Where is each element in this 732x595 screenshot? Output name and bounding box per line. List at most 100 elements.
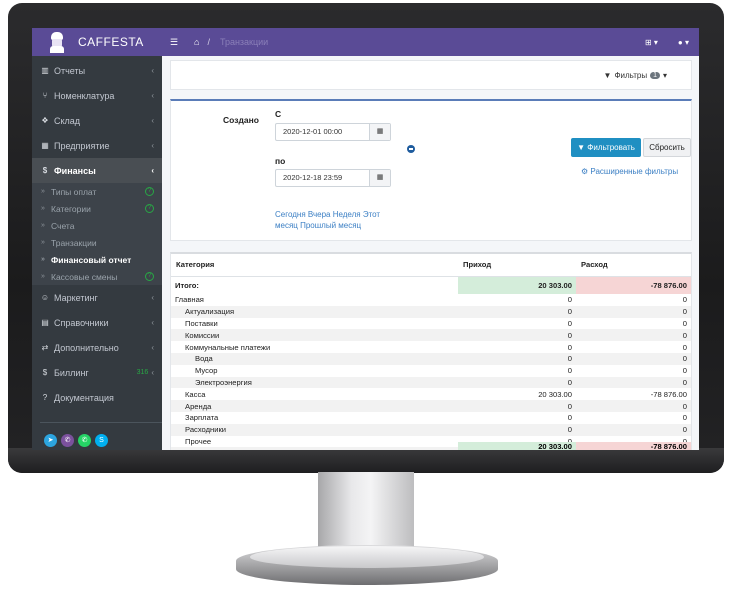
report-table-card: Категория Приход Расход Итого: 20 303.00… xyxy=(170,252,692,450)
whatsapp-icon[interactable]: ✆ xyxy=(78,434,91,447)
quick-date-links[interactable]: Сегодня Вчера Неделя Этот месяц Прошлый … xyxy=(275,210,381,230)
brand-name: CAFFESTA xyxy=(78,35,144,49)
filters-toggle[interactable]: ▼ Фильтры 1 ▾ xyxy=(604,71,667,80)
financial-report-table: Категория Приход Расход Итого: 20 303.00… xyxy=(171,254,691,450)
app-screen: CAFFESTA ▥ Отчеты ‹ ⑂ Номенклатура ‹ ❖ Склад ‹… xyxy=(32,28,699,450)
date-from-input[interactable]: 2020-12-01 00:00 ▦ xyxy=(275,123,391,141)
sidebar-item-finance[interactable]: $ Финансы ‹ xyxy=(32,158,162,183)
expense-cell: 0 xyxy=(682,413,687,423)
menu-icon[interactable]: ☰ xyxy=(170,36,179,47)
filter-bar: ▼ Фильтры 1 ▾ xyxy=(170,60,692,90)
sidebar-item-billing[interactable]: $ Биллинг 316 ‹ xyxy=(32,360,162,385)
building-icon: ▦ xyxy=(41,141,49,150)
sidebar-divider xyxy=(40,422,162,423)
submenu-item-label: Категории xyxy=(51,203,91,214)
filter-icon: ▼ xyxy=(603,71,612,80)
skype-icon[interactable]: S xyxy=(95,434,108,447)
breadcrumb-separator: / xyxy=(207,37,210,47)
column-header-expense: Расход xyxy=(576,254,691,277)
expense-cell: 0 xyxy=(682,342,687,352)
bullet-icon: » xyxy=(41,239,45,246)
submenu-item-categories[interactable]: » Категории? xyxy=(32,200,162,217)
chevron-left-icon: ‹ xyxy=(151,318,154,327)
category-cell: Аренда xyxy=(171,400,458,412)
expense-cell: 0 xyxy=(682,295,687,305)
calendar-icon[interactable]: ▦ xyxy=(369,170,390,186)
footer-expense: -78 876.00 xyxy=(576,442,691,450)
submenu-item-payment-types[interactable]: » Типы оплат? xyxy=(32,183,162,200)
sidebar: CAFFESTA ▥ Отчеты ‹ ⑂ Номенклатура ‹ ❖ Склад ‹… xyxy=(32,28,162,450)
breadcrumb[interactable]: Транзакции xyxy=(219,37,269,47)
bullet-icon: » xyxy=(41,273,45,280)
income-cell: 0 xyxy=(458,376,576,389)
category-cell: Мусор xyxy=(195,366,218,376)
category-cell: Комиссии xyxy=(171,329,458,342)
submenu-item-financial-report[interactable]: » Финансовый отчет xyxy=(32,251,162,268)
sidebar-item-label: Финансы xyxy=(54,165,96,176)
sidebar-item-references[interactable]: ▤ Справочники ‹ xyxy=(32,310,162,335)
submenu-item-accounts[interactable]: » Счета xyxy=(32,217,162,234)
income-cell: 0 xyxy=(458,400,576,412)
table-total-row: Итого: 20 303.00 -78 876.00 xyxy=(171,276,691,294)
date-from-label: С xyxy=(275,109,282,119)
help-icon[interactable]: ? xyxy=(145,187,154,196)
submenu-item-cash-shifts[interactable]: » Кассовые смены? xyxy=(32,268,162,285)
help-icon[interactable]: ? xyxy=(145,272,154,281)
caret-down-icon: ▾ xyxy=(662,71,667,80)
income-cell: 0 xyxy=(567,295,572,305)
sidebar-item-warehouse[interactable]: ❖ Склад ‹ xyxy=(32,108,162,133)
home-icon[interactable]: ⌂ xyxy=(194,37,200,47)
income-cell: 0 xyxy=(458,305,576,318)
filters-label: Фильтры xyxy=(614,71,648,80)
expense-cell: 0 xyxy=(682,318,687,328)
advanced-filters-link[interactable]: ⚙ Расширенные фильтры xyxy=(581,167,678,176)
total-income: 20 303.00 xyxy=(458,276,576,294)
chevron-left-icon: ‹ xyxy=(151,91,154,100)
sidebar-item-docs[interactable]: ? Документация xyxy=(32,385,162,410)
exchange-icon: ⇄ xyxy=(41,343,49,352)
date-from-value: 2020-12-01 00:00 xyxy=(283,127,343,136)
reset-filter-button[interactable]: Сбросить xyxy=(643,138,691,157)
income-cell: 0 xyxy=(458,423,576,436)
social-links: ➤ ✆ ✆ S xyxy=(44,434,108,447)
income-cell: 0 xyxy=(458,352,576,365)
income-cell: 0 xyxy=(567,366,572,376)
sidebar-item-enterprise[interactable]: ▦ Предприятие ‹ xyxy=(32,133,162,158)
telegram-icon[interactable]: ➤ xyxy=(44,434,57,447)
submenu-item-label: Финансовый отчет xyxy=(51,254,132,265)
user-menu-button[interactable]: ● ▾ xyxy=(678,38,689,47)
sidebar-item-nomenclature[interactable]: ⑂ Номенклатура ‹ xyxy=(32,83,162,108)
sidebar-item-label: Склад xyxy=(54,115,81,126)
submenu-item-label: Кассовые смены xyxy=(51,271,118,282)
table-row: Прочее 00 xyxy=(171,436,691,448)
filter-icon: ▼ xyxy=(577,143,586,152)
viber-icon[interactable]: ✆ xyxy=(61,434,74,447)
table-header-row: Категория Приход Расход xyxy=(171,254,691,277)
sidebar-item-reports[interactable]: ▥ Отчеты ‹ xyxy=(32,58,162,83)
bullet-icon: » xyxy=(41,222,45,229)
bullet-icon: » xyxy=(41,256,45,263)
date-to-input[interactable]: 2020-12-18 23:59 ▦ xyxy=(275,169,391,187)
table-row: Электроэнергия 0 0 xyxy=(171,376,691,389)
apply-filter-button[interactable]: ▼ Фильтровать xyxy=(571,138,641,157)
filter-panel: Создано С 2020-12-01 00:00 ▦ по 2020-12-… xyxy=(170,99,692,241)
category-cell: Касса xyxy=(185,389,206,399)
submenu-item-label: Типы оплат xyxy=(51,186,97,197)
chevron-down-icon: ‹ xyxy=(151,166,154,175)
remove-filter-icon[interactable] xyxy=(407,145,415,153)
smile-icon: ☺ xyxy=(40,293,50,302)
sidebar-item-additional[interactable]: ⇄ Дополнительно ‹ xyxy=(32,335,162,360)
chevron-left-icon: ‹ xyxy=(151,116,154,125)
expense-cell: 0 xyxy=(576,436,691,448)
help-icon[interactable]: ? xyxy=(145,204,154,213)
submenu-item-transactions[interactable]: » Транзакции xyxy=(32,234,162,251)
add-menu-button[interactable]: ⊞ ▾ xyxy=(645,38,658,47)
book-icon: ▤ xyxy=(41,318,49,327)
sidebar-item-label: Дополнительно xyxy=(54,342,119,353)
sidebar-item-marketing[interactable]: ☺ Маркетинг ‹ xyxy=(32,285,162,310)
calendar-icon[interactable]: ▦ xyxy=(369,124,390,140)
table-row: Расходники 0 0 xyxy=(171,423,691,436)
sidebar-item-label: Биллинг xyxy=(54,367,89,378)
footer-income: 20 303.00 xyxy=(458,442,576,450)
brand[interactable]: CAFFESTA xyxy=(32,28,162,56)
